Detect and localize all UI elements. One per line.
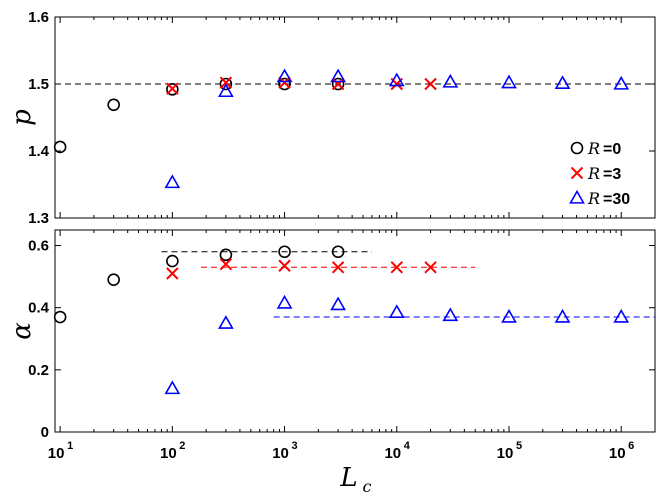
data-point [218,315,234,329]
legend-label: =30 [603,191,630,208]
data-point [166,83,179,96]
data-point [501,74,517,89]
x-tick-exponent: 1 [67,440,73,452]
x-tick-exponent: 5 [516,440,522,452]
data-point [390,261,403,274]
data-point [107,273,120,287]
x-tick-exponent: 6 [628,440,634,452]
x-tick-label: 10 [272,445,289,462]
legend: R =0R =3R =30 [587,139,630,208]
data-point [613,75,630,90]
data-point [166,267,179,280]
x-tick-label: 10 [609,445,626,462]
data-point [331,245,345,259]
x-tick-exponent: 4 [404,440,411,452]
data-point [53,310,67,324]
data-point [330,68,346,83]
legend-label: =0 [603,141,621,158]
x-tick-label: 10 [497,445,514,462]
data-point [219,257,233,271]
data-point [53,140,67,154]
data-point [331,261,345,274]
legend-symbol: R [587,189,600,208]
y-axis-title: α [7,322,37,340]
top-panel: 1.31.41.51.6pR =0R =3R =30 [7,9,656,227]
y-tick-label: 1.3 [28,210,49,227]
data-point [276,294,293,309]
y-tick-label: 0.6 [28,238,49,255]
data-point [278,259,291,272]
data-point [442,307,459,322]
legend-marker [570,166,584,180]
x-tick-exponent: 3 [292,440,298,452]
data-point [107,98,120,112]
data-point [388,304,405,319]
data-point [278,245,291,259]
data-point [424,261,437,274]
legend-marker [570,141,584,155]
x-axis-title-subscript: c [363,477,372,496]
data-point [554,75,571,90]
data-point [218,83,234,98]
data-point [331,77,345,91]
data-point [330,296,346,311]
data-point [219,76,233,89]
data-point [613,308,630,323]
data-point [164,380,181,395]
x-tick-label: 10 [384,445,401,462]
x-tick-label: 10 [48,445,65,462]
data-point [554,308,571,323]
plot-frame [54,16,656,219]
data-point [219,77,233,91]
y-tick-label: 0.2 [28,362,49,379]
data-point [388,72,405,87]
data-point [166,82,179,95]
data-point [331,77,345,91]
legend-symbol: R [587,139,600,158]
y-axis-title: p [7,109,37,126]
data-point [278,76,291,89]
y-tick-label: 0 [41,424,49,441]
plot-frame [54,229,656,433]
data-point [276,68,293,83]
x-tick-label: 10 [160,445,177,462]
y-tick-label: 1.4 [28,143,50,160]
data-point [442,73,459,88]
data-point [166,254,179,268]
legend-marker [569,189,585,204]
data-point [164,174,181,189]
y-tick-label: 1.5 [28,76,49,93]
legend-symbol: R [587,164,600,183]
data-point [424,77,437,91]
x-axis-title: L [339,463,357,493]
data-point [219,248,233,262]
data-point [501,308,517,323]
y-tick-label: 1.6 [28,9,49,26]
x-tick-exponent: 2 [179,440,185,452]
data-point [278,77,291,91]
legend-label: =3 [603,166,621,183]
y-tick-label: 0.4 [28,300,50,317]
